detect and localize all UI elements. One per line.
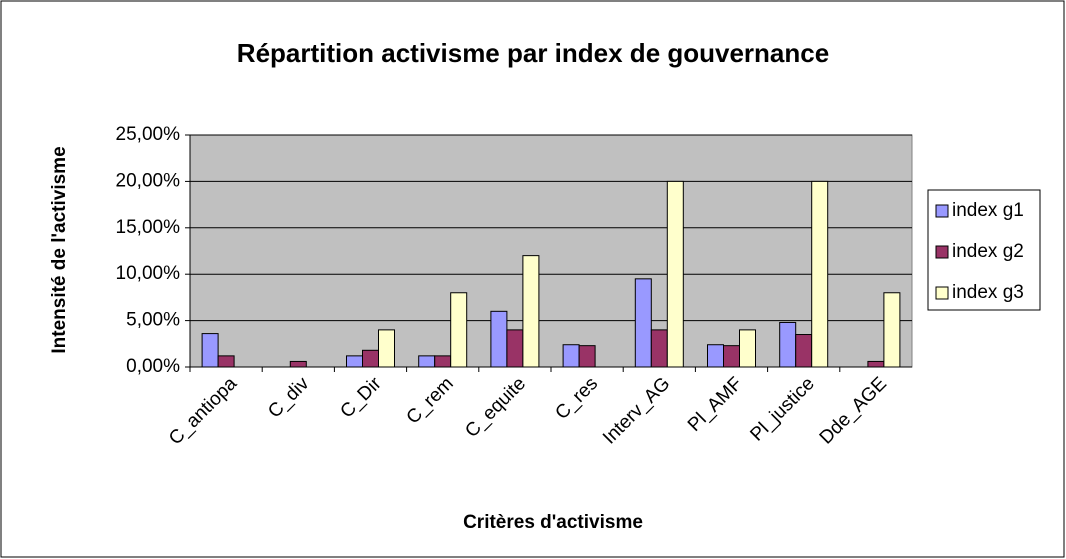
bar xyxy=(562,344,580,368)
bar xyxy=(867,360,885,368)
plot-area xyxy=(189,134,913,368)
bar xyxy=(578,345,596,368)
bar xyxy=(723,345,740,368)
bar xyxy=(811,180,829,368)
y-axis-label: Intensité de l'activisme xyxy=(49,146,70,353)
y-tick-label: 10,00% xyxy=(116,263,181,284)
bar xyxy=(378,329,395,368)
chart-title: Répartition activisme par index de gouve… xyxy=(237,38,829,68)
y-tick-label: 25,00% xyxy=(116,124,181,145)
bar xyxy=(289,360,307,368)
bar xyxy=(522,255,540,368)
legend-label: index g2 xyxy=(952,241,1024,262)
bar xyxy=(217,355,235,368)
bar xyxy=(346,355,363,368)
bar xyxy=(883,292,901,368)
bar xyxy=(795,334,813,368)
legend-swatch xyxy=(935,204,949,218)
legend-swatch xyxy=(935,245,949,259)
bar xyxy=(201,333,219,368)
legend-label: index g3 xyxy=(952,282,1024,303)
bar xyxy=(779,321,797,368)
y-tick-label: 20,00% xyxy=(116,170,181,191)
bar xyxy=(707,344,724,368)
bar xyxy=(506,329,524,368)
bar xyxy=(634,278,652,368)
legend-swatch xyxy=(935,286,949,300)
bar xyxy=(418,355,436,368)
bar xyxy=(434,355,452,368)
y-tick-label: 5,00% xyxy=(126,310,180,331)
y-tick-label: 0,00% xyxy=(126,356,180,377)
bar xyxy=(490,310,508,368)
bar xyxy=(362,349,379,368)
x-axis-label: Critères d'activisme xyxy=(463,512,643,533)
y-tick-label: 15,00% xyxy=(116,217,181,238)
bar xyxy=(650,329,668,368)
bar xyxy=(666,180,684,368)
legend-label: index g1 xyxy=(952,200,1024,221)
bar xyxy=(450,292,468,368)
bar xyxy=(739,329,756,368)
